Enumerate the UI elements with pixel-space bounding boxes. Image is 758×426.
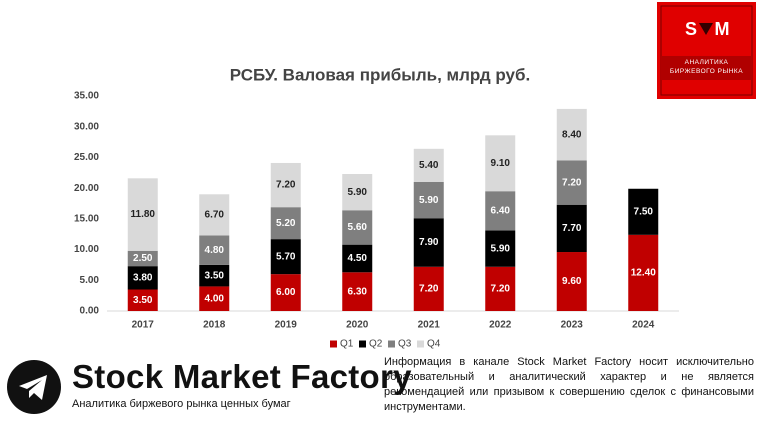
- bar-segment: [127, 250, 158, 267]
- brand: Stock Market Factory: [72, 358, 412, 395]
- bar-segment: [342, 244, 373, 273]
- legend-swatch: [388, 340, 395, 348]
- bar-segment: [127, 289, 158, 311]
- value-label: 7.20: [562, 177, 582, 188]
- value-label: 5.20: [276, 218, 296, 229]
- x-tick-label: 2022: [489, 320, 512, 331]
- value-label: 3.50: [205, 270, 225, 281]
- y-tick-label: 15.00: [74, 213, 99, 224]
- value-label: 6.00: [276, 287, 296, 298]
- tagline: Аналитика биржевого рынка ценных бумаг: [72, 398, 291, 410]
- bar-segment: [556, 252, 587, 311]
- logo-letter: M: [715, 19, 730, 39]
- value-label: 8.40: [562, 129, 582, 140]
- value-label: 9.60: [562, 276, 582, 287]
- bar-segment: [270, 274, 301, 311]
- chart-title: РСБУ. Валовая прибыль, млрд руб.: [230, 65, 530, 84]
- value-label: 7.90: [419, 237, 439, 248]
- value-label: 6.30: [348, 286, 368, 297]
- value-label: 7.20: [276, 180, 296, 191]
- y-tick-label: 30.00: [74, 121, 99, 132]
- value-label: 5.70: [276, 251, 296, 262]
- bar-segment: [199, 194, 230, 236]
- bar-segment: [556, 108, 587, 161]
- bar-segment: [342, 174, 373, 211]
- value-label: 9.10: [491, 158, 511, 169]
- bar-segment: [485, 266, 516, 311]
- bar-segment: [628, 234, 659, 311]
- bar-segment: [127, 266, 158, 290]
- bar-segment: [270, 239, 301, 275]
- value-label: 12.40: [631, 268, 656, 279]
- value-label: 5.60: [348, 222, 368, 233]
- x-tick-label: 2024: [632, 320, 655, 331]
- bar-segment: [413, 182, 444, 219]
- legend-label: Q4: [427, 339, 441, 350]
- legend-swatch: [330, 340, 337, 348]
- value-label: 5.90: [419, 195, 439, 206]
- value-label: 5.90: [491, 243, 511, 254]
- legend-label: Q1: [340, 339, 354, 350]
- logo-letter: S: [685, 19, 697, 39]
- value-label: 6.40: [491, 206, 511, 217]
- logo-triangle: [699, 23, 713, 35]
- value-label: 5.40: [419, 160, 439, 171]
- legend-swatch: [417, 340, 424, 348]
- bar-segment: [556, 160, 587, 205]
- y-tick-label: 10.00: [74, 244, 99, 255]
- value-label: 7.70: [562, 223, 582, 234]
- x-tick-label: 2020: [346, 320, 369, 331]
- bar-segment: [199, 286, 230, 311]
- bar-segment: [485, 135, 516, 192]
- logo: S M АНАЛИТИКА БИРЖЕВОГО РЫНКА: [657, 2, 756, 99]
- bar-segment: [556, 204, 587, 253]
- value-label: 11.80: [131, 209, 156, 220]
- bar-segment: [413, 266, 444, 311]
- bar-segment: [342, 210, 373, 245]
- value-label: 7.20: [491, 284, 511, 295]
- y-tick-label: 35.00: [74, 91, 99, 102]
- bar-segment: [485, 230, 516, 267]
- bar-segment: [413, 218, 444, 267]
- value-label: 4.50: [348, 253, 368, 264]
- value-label: 2.50: [133, 253, 153, 264]
- logo-caption: АНАЛИТИКА БИРЖЕВОГО РЫНКА: [669, 59, 744, 75]
- chart: РСБУ. Валовая прибыль, млрд руб. 0.00 5.0…: [74, 65, 679, 350]
- bar-segment: [485, 191, 516, 231]
- x-tick-label: 2018: [203, 320, 226, 331]
- logo-art: S M АНАЛИТИКА БИРЖЕВОГО РЫНКА: [660, 5, 753, 96]
- bar-segment: [342, 272, 373, 311]
- x-tick-label: 2023: [561, 320, 584, 331]
- y-tick-label: 5.00: [80, 275, 100, 286]
- bar-segment: [628, 188, 659, 235]
- bar-segment: [270, 207, 301, 240]
- bar-segment: [413, 148, 444, 182]
- value-label: 6.70: [205, 210, 225, 221]
- value-label: 7.50: [634, 206, 654, 217]
- value-label: 5.90: [348, 187, 368, 198]
- y-tick-label: 25.00: [74, 152, 99, 163]
- value-label: 4.80: [205, 245, 225, 256]
- value-label: 7.20: [419, 284, 439, 295]
- bar-segment: [199, 264, 230, 287]
- bar-segment: [199, 235, 230, 265]
- logo-frame: [660, 5, 753, 96]
- legend-swatch: [359, 340, 366, 348]
- bar-segment: [270, 162, 301, 208]
- disclaimer: Информация в канале Stock Market Factory…: [384, 356, 754, 413]
- bar-segment: [127, 178, 158, 251]
- legend-label: Q2: [369, 339, 383, 350]
- legend-label: Q3: [398, 339, 412, 350]
- x-tick-label: 2021: [418, 320, 441, 331]
- x-tick-label: 2019: [275, 320, 298, 331]
- x-tick-label: 2017: [132, 320, 155, 331]
- y-tick-label: 0.00: [80, 306, 100, 317]
- telegram-icon: [7, 360, 61, 414]
- value-label: 4.00: [205, 293, 225, 304]
- y-tick-label: 20.00: [74, 183, 99, 194]
- logo-band: [661, 56, 752, 80]
- value-label: 3.50: [133, 295, 153, 306]
- value-label: 3.80: [133, 272, 153, 283]
